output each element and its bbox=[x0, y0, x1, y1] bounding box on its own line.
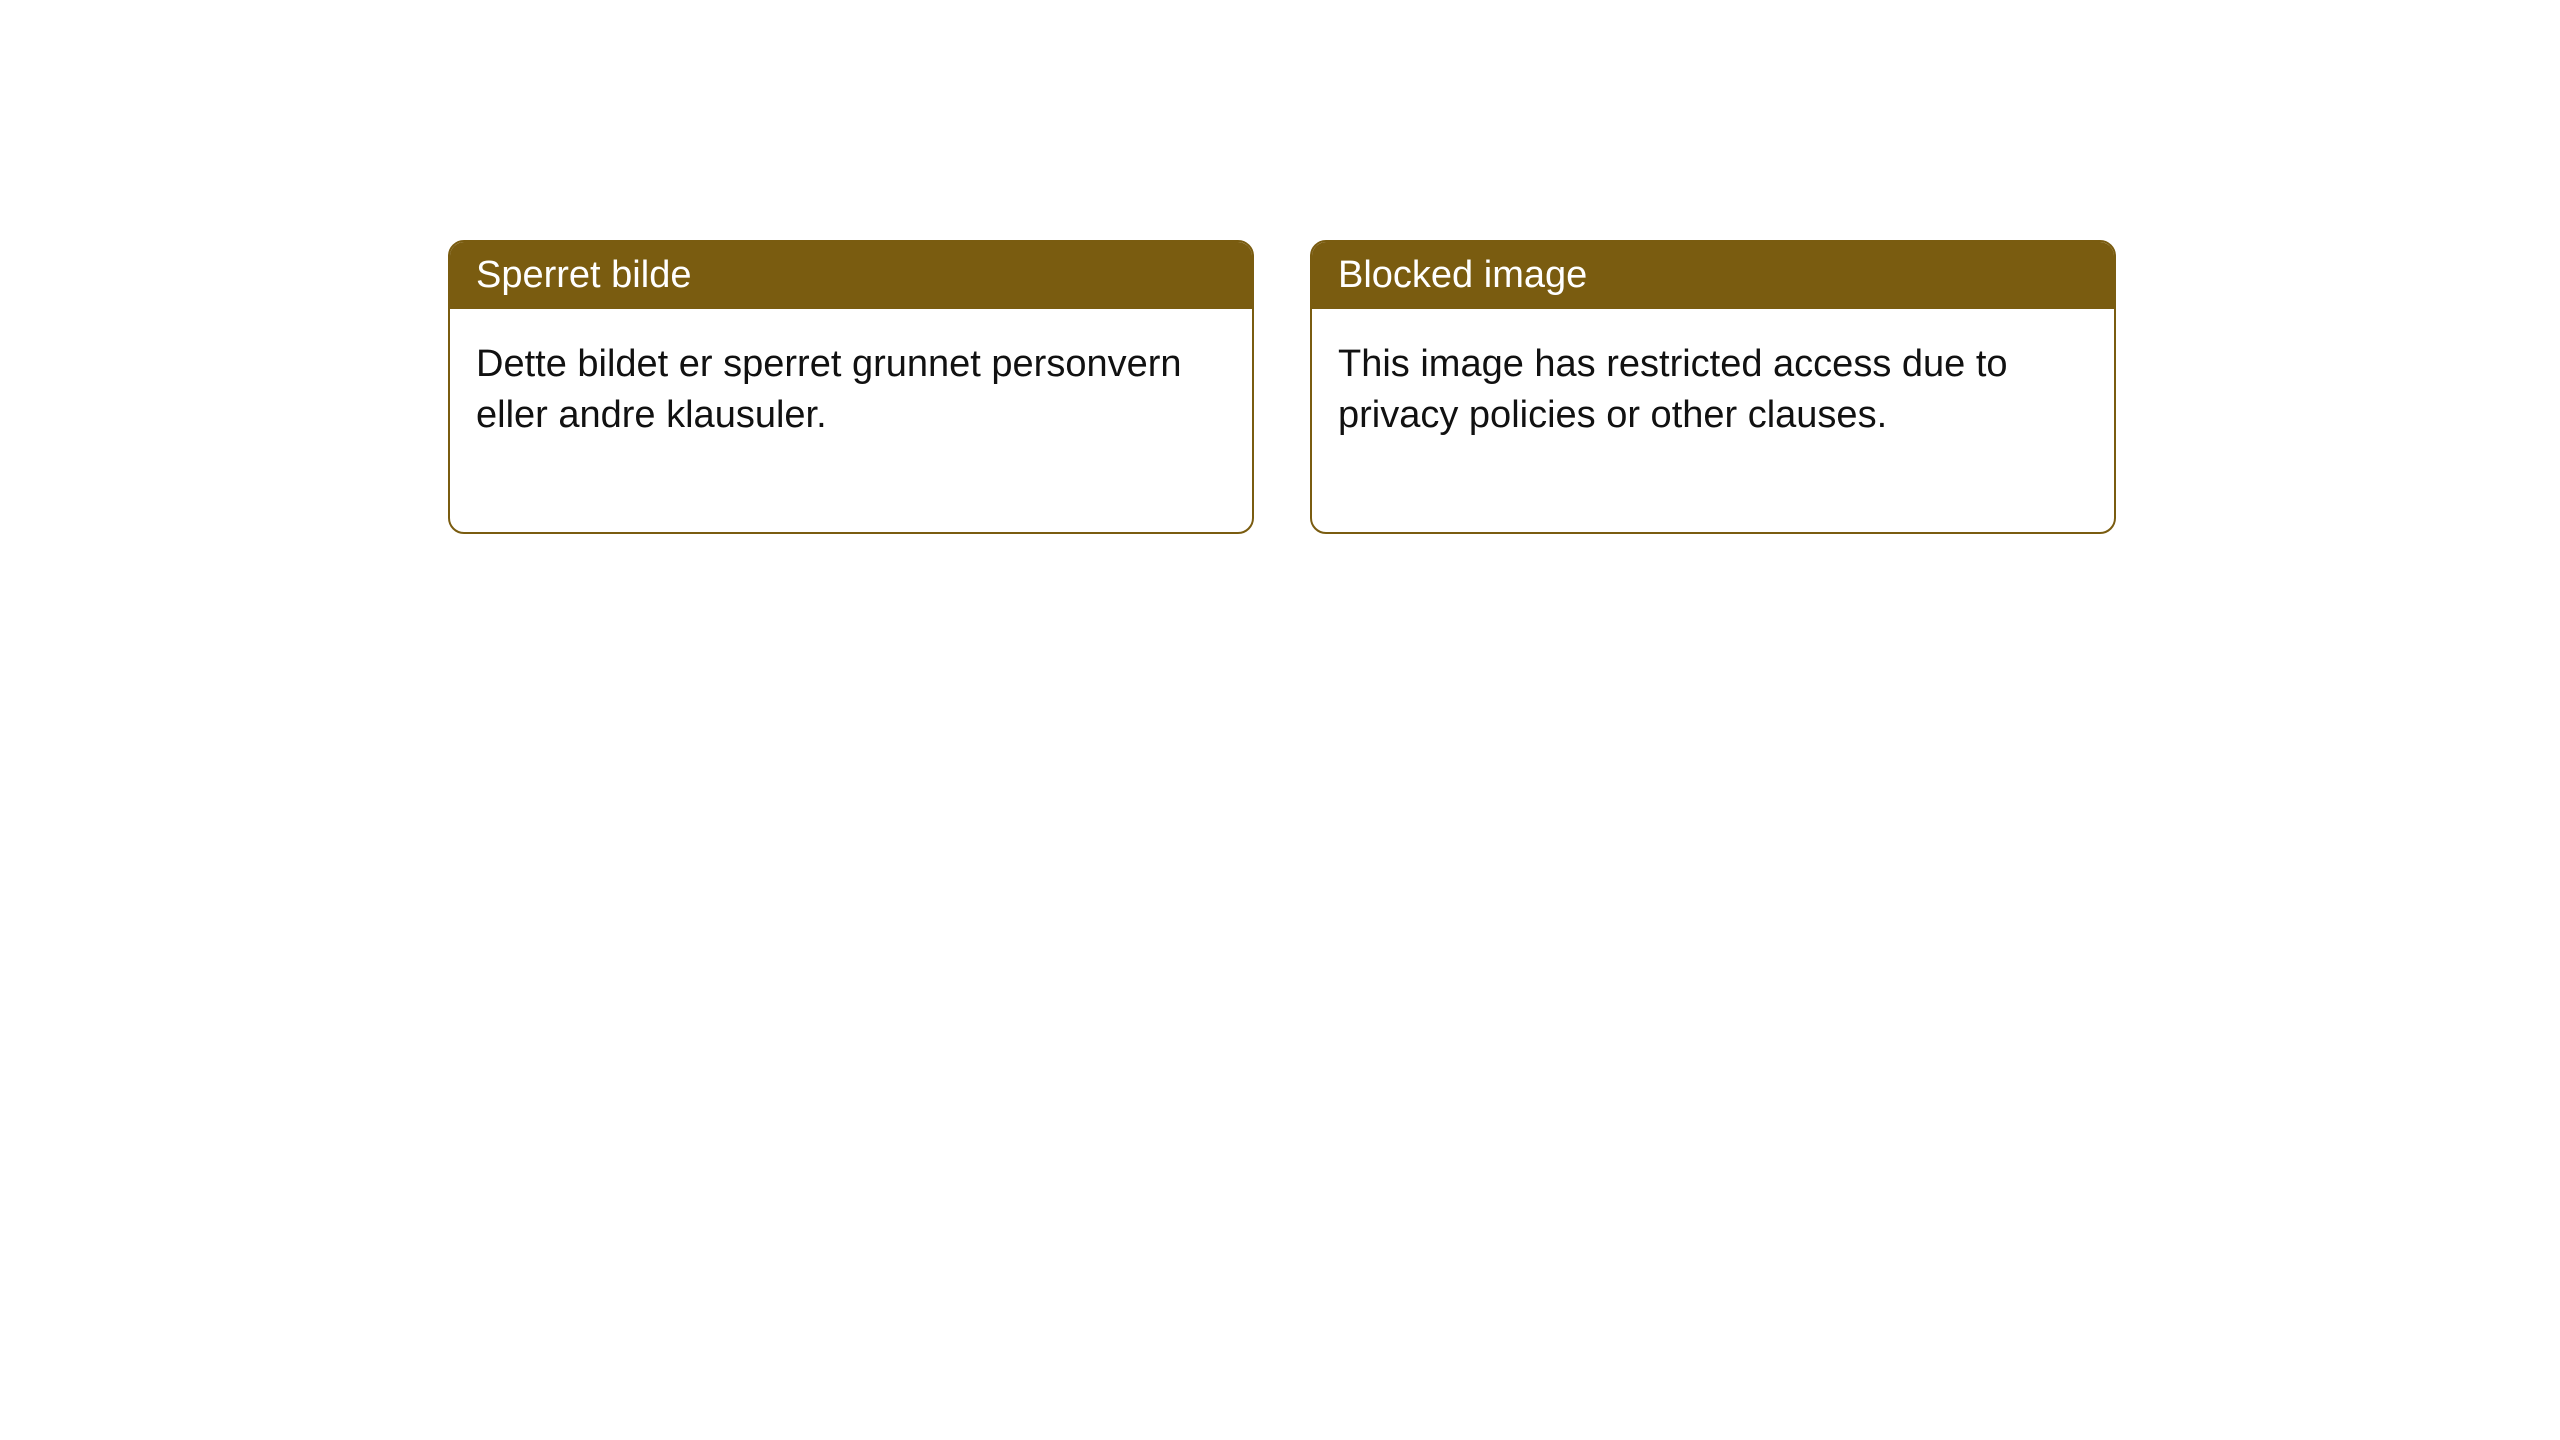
notice-card-norwegian: Sperret bilde Dette bildet er sperret gr… bbox=[448, 240, 1254, 534]
notice-title: Blocked image bbox=[1338, 254, 1587, 296]
notice-body-text: Dette bildet er sperret grunnet personve… bbox=[476, 343, 1182, 436]
notice-header: Sperret bilde bbox=[450, 242, 1252, 309]
notice-body: Dette bildet er sperret grunnet personve… bbox=[450, 309, 1252, 532]
notice-title: Sperret bilde bbox=[476, 254, 691, 296]
notice-body: This image has restricted access due to … bbox=[1312, 309, 2114, 532]
notice-header: Blocked image bbox=[1312, 242, 2114, 309]
notice-container: Sperret bilde Dette bildet er sperret gr… bbox=[0, 0, 2560, 534]
notice-body-text: This image has restricted access due to … bbox=[1338, 343, 2008, 436]
notice-card-english: Blocked image This image has restricted … bbox=[1310, 240, 2116, 534]
